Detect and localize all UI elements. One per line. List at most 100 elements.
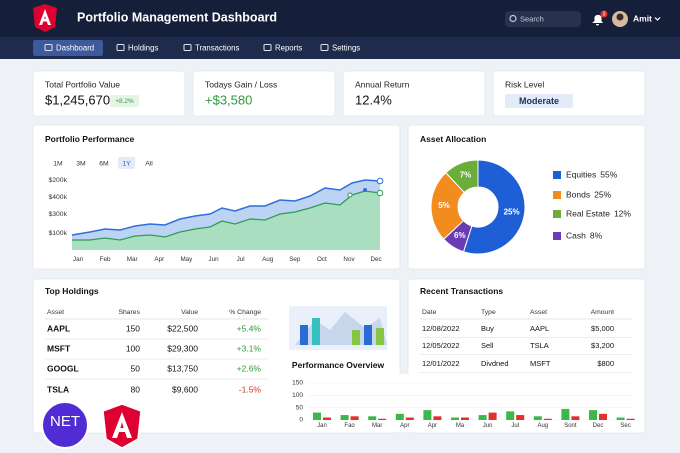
- kpi-value: +$3,580: [205, 92, 252, 107]
- slice-label: 5%: [438, 201, 450, 210]
- table-cell: TSLA: [47, 384, 69, 394]
- kpi-label: Annual Return: [355, 79, 410, 89]
- slice-label: 25%: [504, 207, 520, 216]
- bar: [616, 417, 625, 420]
- range-tab[interactable]: 1M: [53, 160, 63, 167]
- table-header: Type: [481, 309, 496, 316]
- nav-item[interactable]: Holdings: [128, 44, 158, 53]
- overview-panel: [288, 374, 638, 432]
- nav-bar: [0, 37, 680, 59]
- x-axis-label: Jan: [73, 256, 84, 263]
- notification-badge: [600, 10, 608, 18]
- range-tab[interactable]: 3M: [76, 160, 86, 167]
- avatar-hair: [616, 13, 624, 21]
- table-cell: $22,500: [167, 323, 198, 333]
- kpi-label: Todays Gain / Loss: [205, 79, 277, 89]
- table-cell: Sell: [481, 341, 494, 350]
- table-cell: 150: [126, 323, 140, 333]
- bar: [516, 415, 525, 420]
- bar: [533, 416, 542, 420]
- bar: [350, 416, 359, 420]
- table-header: Date: [422, 309, 437, 316]
- bar: [378, 418, 387, 420]
- legend-swatch: [553, 232, 561, 240]
- bar: [405, 417, 414, 420]
- bar: [395, 413, 404, 420]
- range-tab[interactable]: All: [145, 160, 153, 167]
- donut-slice: [462, 159, 526, 255]
- table-header: % Change: [229, 309, 261, 316]
- table-cell: AAPL: [530, 324, 549, 333]
- notification-bell[interactable]: [592, 14, 603, 26]
- nav-item[interactable]: Reports: [275, 44, 302, 53]
- table-cell: 12/05/2022: [422, 341, 460, 350]
- kpi-card: [342, 70, 486, 117]
- net-logo: [41, 401, 89, 449]
- bar: [543, 418, 552, 420]
- overview-title: Performance Overview: [292, 360, 385, 370]
- bar: [571, 416, 580, 420]
- bar: [599, 413, 607, 420]
- kpi-card: [32, 70, 186, 117]
- table-cell: Divdned: [481, 359, 509, 368]
- nav-item[interactable]: Dashboard: [56, 44, 94, 53]
- table-cell: MSFT: [47, 343, 71, 353]
- x-tick-label: Jun: [483, 423, 493, 429]
- table-cell: +2.6%: [237, 363, 262, 373]
- angular-logo-glyph: [112, 412, 132, 438]
- nav-icon: [183, 44, 192, 51]
- x-axis-label: Oct: [317, 256, 327, 263]
- illustration-bar: [352, 330, 360, 345]
- search-box[interactable]: [505, 11, 581, 27]
- range-tab[interactable]: 1Y: [122, 160, 131, 167]
- x-tick-label: Aug: [537, 423, 548, 429]
- bar: [561, 408, 570, 420]
- illustration-bar: [300, 325, 308, 345]
- bar: [461, 417, 469, 420]
- table-header: Amount: [591, 309, 615, 316]
- nav-icon: [320, 44, 329, 51]
- legend-swatch: [553, 210, 561, 218]
- benchmark-point: [376, 189, 384, 197]
- y-axis-label: $200k: [48, 177, 67, 184]
- x-tick-label: Ma: [456, 423, 465, 429]
- y-tick-label: 150: [292, 380, 303, 387]
- bar: [340, 415, 349, 420]
- table-cell: 12/08/2022: [422, 324, 460, 333]
- nav-item[interactable]: Settings: [332, 44, 360, 53]
- range-tab[interactable]: 6M: [99, 160, 109, 167]
- x-tick-label: Jul: [511, 423, 519, 429]
- kpi-label: Risk Level: [505, 79, 544, 89]
- legend-name: Real Estate: [566, 208, 610, 218]
- x-axis-label: Jun: [208, 256, 219, 263]
- x-axis-label: Nov: [343, 256, 355, 263]
- nav-icon: [263, 44, 272, 51]
- nav-item[interactable]: Transactions: [195, 44, 239, 53]
- app-title: Portfolio Management Dashboard: [77, 10, 277, 24]
- kpi-badge-text: +8.2%: [115, 98, 134, 105]
- table-cell: Buy: [481, 324, 494, 333]
- x-axis-label: Feb: [100, 256, 111, 263]
- table-cell: 12/01/2022: [422, 359, 460, 368]
- table-cell: $13,750: [167, 363, 198, 373]
- x-axis-label: Jul: [237, 256, 245, 263]
- table-cell: -1.5%: [239, 384, 262, 394]
- y-axis-label: $300k: [48, 211, 67, 218]
- bar: [313, 412, 321, 420]
- x-tick-label: Jan: [317, 423, 327, 429]
- slice-label: 7%: [460, 170, 472, 179]
- kpi-card: [492, 70, 646, 117]
- performance-point: [363, 188, 367, 192]
- x-axis-label: Sep: [289, 256, 301, 263]
- table-cell: AAPL: [47, 323, 70, 333]
- benchmark-point: [347, 192, 353, 198]
- illustration-bar: [312, 318, 320, 345]
- table-cell: 50: [131, 363, 141, 373]
- notification-count: 3: [603, 12, 606, 18]
- user-menu-caret: [654, 17, 661, 21]
- user-name[interactable]: Amit: [633, 13, 652, 23]
- y-tick-label: 50: [296, 404, 304, 411]
- illustration-bar: [376, 328, 384, 345]
- bar: [478, 415, 487, 420]
